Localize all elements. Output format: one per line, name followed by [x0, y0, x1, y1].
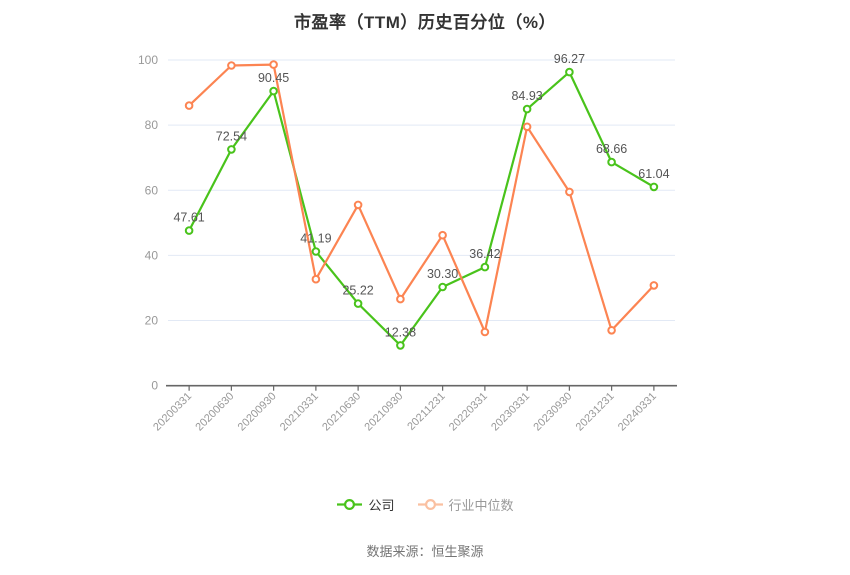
x-axis-tick-label: 20230930 [531, 390, 574, 433]
legend-label: 行业中位数 [448, 498, 514, 513]
legend-item-industry-median[interactable]: 行业中位数 [417, 495, 514, 514]
x-axis-tick-label: 20200930 [236, 390, 279, 433]
data-point-company[interactable] [522, 104, 532, 114]
data-point-value-label: 47.61 [173, 211, 204, 225]
data-point-value-label: 90.45 [258, 71, 289, 85]
data-point-value-label: 72.54 [216, 129, 247, 143]
data-point-company[interactable] [480, 262, 490, 272]
data-point-company[interactable] [565, 67, 574, 77]
data-point-industry-median[interactable] [607, 326, 616, 335]
data-point-company[interactable] [607, 157, 616, 167]
y-axis-tick-label: 20 [145, 314, 159, 328]
data-point-company[interactable] [353, 299, 363, 308]
data-point-industry-median[interactable] [438, 230, 447, 240]
data-point-company[interactable] [438, 282, 447, 292]
x-axis-tick-label: 20210630 [320, 390, 363, 433]
data-source-note: 数据来源：恒生聚源 [366, 544, 484, 559]
data-point-industry-median[interactable] [480, 327, 490, 337]
data-point-value-label: 84.93 [511, 89, 542, 103]
data-point-value-label: 41.19 [300, 232, 331, 246]
x-axis-tick-label: 20230331 [489, 390, 532, 433]
y-axis-tick-label: 80 [145, 118, 159, 132]
data-point-industry-median[interactable] [565, 187, 574, 197]
y-axis-tick-label: 40 [145, 248, 159, 262]
x-axis-tick-label: 20231231 [574, 390, 617, 433]
data-point-company[interactable] [184, 226, 194, 235]
data-point-value-label: 12.38 [385, 325, 416, 339]
data-point-industry-median[interactable] [227, 61, 236, 70]
x-axis-tick-label: 20220331 [447, 390, 490, 433]
data-point-value-label: 30.30 [427, 267, 458, 281]
data-point-company[interactable] [649, 182, 659, 192]
x-axis-tick-label: 20200331 [151, 390, 194, 433]
data-point-industry-median[interactable] [269, 60, 278, 69]
data-point-industry-median[interactable] [353, 200, 363, 210]
legend-label: 公司 [368, 498, 395, 513]
chart-legend: 公司 行业中位数 [0, 495, 850, 514]
data-point-company[interactable] [227, 145, 236, 154]
y-axis-tick-label: 60 [145, 183, 159, 197]
data-point-value-label: 68.66 [596, 142, 627, 156]
data-point-value-label: 36.42 [469, 247, 500, 261]
y-axis-tick-label: 0 [151, 379, 158, 393]
y-axis-tick-label: 100 [138, 53, 158, 67]
x-axis-tick-label: 20210930 [362, 390, 405, 433]
data-point-industry-median[interactable] [396, 294, 405, 304]
legend-line-marker-icon [417, 498, 443, 511]
series-line-company[interactable] [188, 70, 656, 347]
data-point-value-label: 25.22 [342, 284, 373, 298]
chart-title: 市盈率（TTM）历史百分位（%） [293, 13, 557, 32]
data-point-value-label: 96.27 [554, 52, 585, 66]
legend-line-marker-icon [337, 498, 363, 511]
series-line-industry-median[interactable] [188, 63, 656, 334]
data-point-value-label: 61.04 [638, 167, 669, 181]
x-axis-tick-label: 20240331 [616, 390, 659, 433]
data-point-company[interactable] [269, 86, 278, 96]
data-point-company[interactable] [396, 341, 405, 350]
data-point-company[interactable] [311, 247, 321, 256]
legend-item-company[interactable]: 公司 [336, 495, 395, 514]
data-point-industry-median[interactable] [649, 281, 659, 290]
data-point-industry-median[interactable] [522, 122, 532, 132]
data-point-industry-median[interactable] [311, 274, 321, 284]
data-point-industry-median[interactable] [184, 101, 194, 110]
x-axis-tick-label: 20210331 [278, 390, 321, 433]
x-axis-tick-label: 20200630 [193, 390, 236, 433]
x-axis-tick-label: 20211231 [405, 390, 448, 433]
